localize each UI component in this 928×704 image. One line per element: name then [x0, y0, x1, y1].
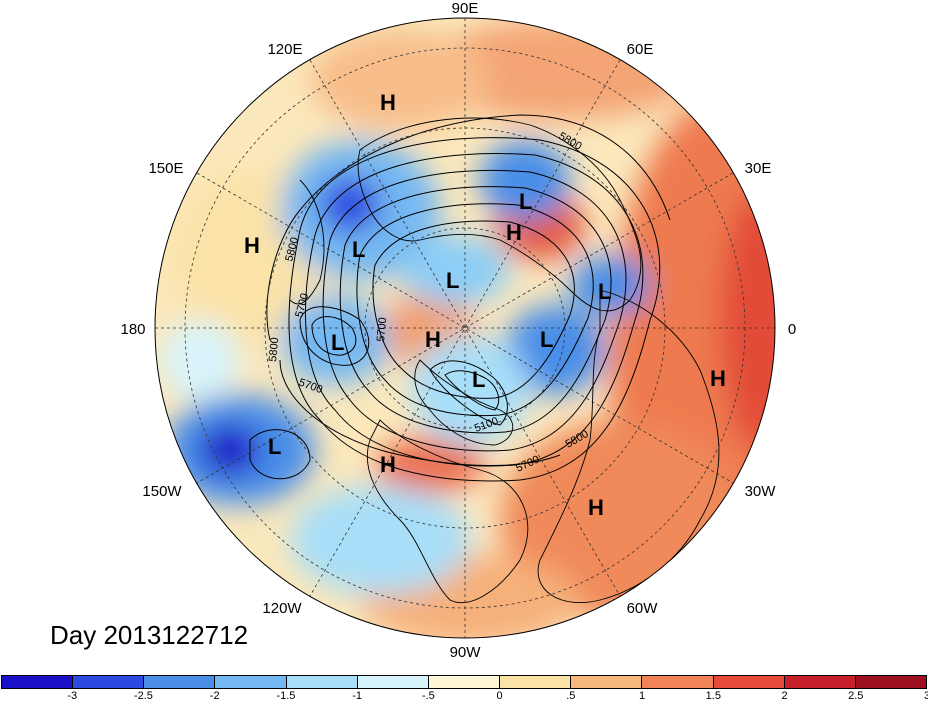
lon-label-90e: 90E — [452, 0, 479, 17]
colorbar-tick-label: 3 — [923, 690, 928, 702]
colorbar-bin — [73, 676, 145, 688]
colorbar-tick-label: -2 — [209, 690, 220, 702]
high-pressure-center: H — [244, 233, 260, 258]
low-pressure-center: L — [446, 268, 459, 293]
colorbar-bin — [2, 676, 74, 688]
colorbar-tick-label: 2.5 — [848, 690, 864, 702]
anomaly-field — [155, 18, 775, 638]
lon-label-120e: 120E — [267, 41, 302, 58]
colorbar-bin — [855, 676, 927, 688]
colorbar-bin — [428, 676, 501, 688]
low-pressure-center: L — [519, 189, 532, 214]
height-contours — [249, 114, 671, 482]
lon-label-150w: 150W — [142, 483, 182, 500]
high-pressure-center: H — [710, 366, 726, 391]
lon-label-90w: 90W — [450, 644, 482, 661]
colorbar-tick-label: -.5 — [421, 690, 435, 702]
colorbar-bin — [642, 676, 714, 688]
lon-label-30e: 30E — [745, 160, 772, 177]
pressure-centers: H L L L H L L L H L H H H L H — [244, 90, 726, 520]
high-pressure-center: H — [425, 327, 441, 352]
high-pressure-center: H — [380, 90, 396, 115]
high-pressure-center: H — [380, 452, 396, 477]
contour-label: 5700 — [375, 317, 389, 342]
low-pressure-center: L — [472, 367, 485, 392]
colorbar-bin — [357, 676, 429, 688]
lon-label-120w: 120W — [262, 600, 302, 617]
colorbar-tick-label: -2.5 — [133, 690, 153, 702]
colorbar-bin — [286, 676, 358, 688]
low-pressure-center: L — [352, 237, 365, 262]
colorbar-ticks: -3 -2.5 -2 -1.5 -1 -.5 0 .5 1 1.5 2 2.5 3 — [0, 690, 928, 704]
colorbar-bin — [571, 676, 643, 688]
lon-label-150e: 150E — [148, 160, 183, 177]
high-pressure-center: H — [588, 495, 604, 520]
colorbar-tick-label: 1 — [639, 690, 646, 702]
lon-label-0: 0 — [788, 321, 796, 338]
low-pressure-center: L — [540, 327, 553, 352]
colorbar-tick-label: 0 — [496, 690, 503, 702]
colorbar-bin — [500, 676, 572, 688]
colorbar-tick-label: -1 — [352, 690, 363, 702]
colorbar-tick-label: -3 — [67, 690, 78, 702]
longitude-labels: 90E 120E 60E 150E 30E 180 0 150W 30W 120… — [120, 0, 796, 661]
lon-label-180: 180 — [120, 321, 145, 338]
lon-label-30w: 30W — [745, 483, 777, 500]
colorbar-bin — [713, 676, 785, 688]
contour-label: 5800 — [267, 337, 281, 362]
map-title: Day 2013122712 — [50, 620, 249, 650]
lon-label-60e: 60E — [627, 41, 654, 58]
lon-label-60w: 60W — [627, 600, 659, 617]
colorbar-tick-label: 1.5 — [705, 690, 721, 702]
colorbar-bin — [144, 676, 216, 688]
colorbar-bin — [784, 676, 856, 688]
graticule — [155, 18, 775, 638]
coastlines — [289, 117, 720, 604]
colorbar-tick-label: .5 — [566, 690, 576, 702]
low-pressure-center: L — [331, 330, 344, 355]
low-pressure-center: L — [268, 434, 281, 459]
high-pressure-center: H — [506, 220, 522, 245]
low-pressure-center: L — [598, 279, 611, 304]
colorbar — [1, 675, 927, 689]
colorbar-tick-label: 2 — [781, 690, 788, 702]
colorbar-bin — [215, 676, 287, 688]
colorbar-tick-label: -1.5 — [276, 690, 296, 702]
polar-map: 90E 120E 60E 150E 30E 180 0 150W 30W 120… — [120, 0, 796, 661]
